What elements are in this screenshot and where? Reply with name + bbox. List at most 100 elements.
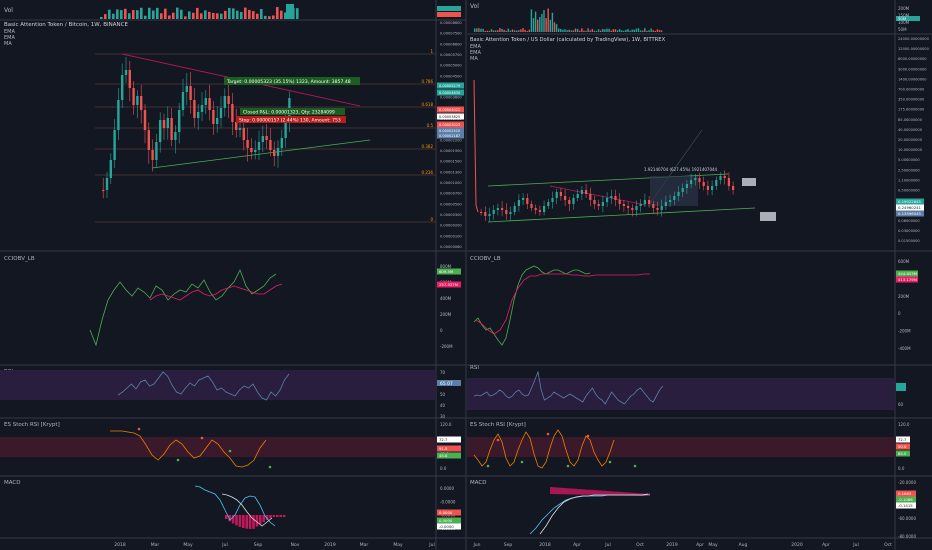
axis-tick: -400M <box>898 346 911 351</box>
volume-bar <box>652 30 654 32</box>
volume-bar <box>120 10 123 19</box>
candle-body <box>204 98 207 105</box>
volume-bar <box>621 30 623 32</box>
volume-bar <box>522 28 524 32</box>
candle-body <box>170 118 173 140</box>
candle-body <box>505 210 508 214</box>
left-rsi-tag <box>437 380 461 386</box>
volume-bar <box>553 22 556 32</box>
right-price-tick: 0.50000000 <box>898 189 920 193</box>
candle-body <box>261 136 264 142</box>
x-tick: Apr <box>822 542 830 548</box>
macd-bar <box>255 515 259 527</box>
right-cco-label: CCIOBV_LB <box>470 256 501 262</box>
volume-bar <box>296 8 299 19</box>
x-tick: 2018 <box>539 542 551 548</box>
stoch-signal-dot <box>546 432 550 436</box>
volume-bar <box>184 16 187 19</box>
price-tag-text: 0.00003023 <box>439 123 460 127</box>
candle-body <box>155 142 158 160</box>
left-macd-histogram <box>225 515 286 529</box>
value-tag-text: 257.337M <box>439 282 458 287</box>
left-chart[interactable]: Vol Basic Attention Token / Bitcoin, 1W,… <box>0 0 467 550</box>
left-price-tick: 0.00000200 <box>440 224 462 228</box>
volume-bar <box>490 29 493 32</box>
candle-body <box>501 208 504 210</box>
volume-bar <box>532 18 535 32</box>
fib-label: 0.786 <box>422 79 434 84</box>
volume-bar <box>570 30 572 32</box>
candle-body <box>538 210 541 212</box>
candle-body <box>231 104 234 122</box>
axis-tick: 50 <box>440 392 446 397</box>
right-initial-spike <box>473 79 479 213</box>
volume-bar <box>528 29 530 32</box>
volume-bar <box>656 29 659 32</box>
axis-tick: -60.0000 <box>898 516 916 521</box>
right-price-axis[interactable]: 24000.00000000 12000.00000000 6000.0000000… <box>898 37 930 243</box>
stoch-signal-dot <box>608 460 612 464</box>
x-tick: Jun <box>472 542 480 548</box>
axis-tick: -80.0000 <box>898 534 916 539</box>
value-tag-text: 444.853M <box>898 271 917 276</box>
axis-tick: 600M <box>898 259 910 264</box>
left-price-tick: 0.00001500 <box>440 160 462 164</box>
candle-body <box>128 70 131 88</box>
fib-label: 0.236 <box>422 170 434 175</box>
right-price-tick: 3000.00000000 <box>898 67 927 71</box>
candle-body <box>488 214 491 216</box>
candle-body <box>543 206 546 212</box>
right-price-tick: 700.00000000 <box>898 88 925 92</box>
candle-body <box>235 122 238 130</box>
value-tag <box>896 204 924 211</box>
candle-body <box>223 96 226 108</box>
volume-bar <box>188 11 191 19</box>
candle-body <box>555 192 558 198</box>
right-time-axis[interactable]: Jun Sep 2018 Apr Jul Oct 2019 Apr May Aug 2020 Apr J… <box>472 542 892 548</box>
volume-bar <box>614 29 617 32</box>
x-tick: Sep <box>254 542 263 548</box>
fib-label: 0.382 <box>422 144 434 149</box>
left-volume-bars <box>100 4 461 19</box>
volume-bar <box>551 12 554 32</box>
volume-bar <box>280 10 283 19</box>
left-price-tick: 0.00001000 <box>440 181 462 185</box>
volume-bar <box>545 18 547 32</box>
candle-body <box>140 96 143 110</box>
value-tag-text: 91.5 <box>439 446 448 451</box>
right-price-tick: 1.10000000 <box>898 178 920 182</box>
price-tag <box>437 106 464 113</box>
left-time-axis[interactable]: 2018 Mar May Jul Sep Nov 2019 Mar May Jul <box>114 542 434 548</box>
volume-bar <box>268 16 271 19</box>
left-stoch-line <box>110 430 267 468</box>
volume-bar <box>518 30 520 32</box>
volume-bar <box>639 30 642 32</box>
axis-tick: 0 <box>898 311 901 316</box>
volume-bar <box>648 30 650 32</box>
axis-tick: 60 <box>898 402 904 407</box>
stoch-signal-dot <box>520 460 524 464</box>
axis-tick: 30 <box>440 414 446 419</box>
x-tick: Oct <box>884 542 892 548</box>
volume-bar <box>646 30 648 32</box>
right-ma-label: MA <box>470 56 478 62</box>
candle-body <box>242 128 245 140</box>
candle-body <box>105 178 109 190</box>
candle-body <box>534 208 537 210</box>
value-tag <box>896 502 916 509</box>
candle-body <box>484 212 487 216</box>
macd-bar <box>282 515 286 517</box>
volume-bar <box>128 13 131 19</box>
left-stoch-band <box>0 437 436 457</box>
x-tick: Jul <box>604 542 610 548</box>
volume-bar <box>276 7 279 19</box>
candle-body <box>143 110 147 130</box>
volume-bar <box>286 4 294 19</box>
value-tag <box>437 517 461 524</box>
macd-bar <box>272 515 276 518</box>
value-tag-text: 0.1663 <box>898 491 912 496</box>
candle-body <box>576 194 579 198</box>
